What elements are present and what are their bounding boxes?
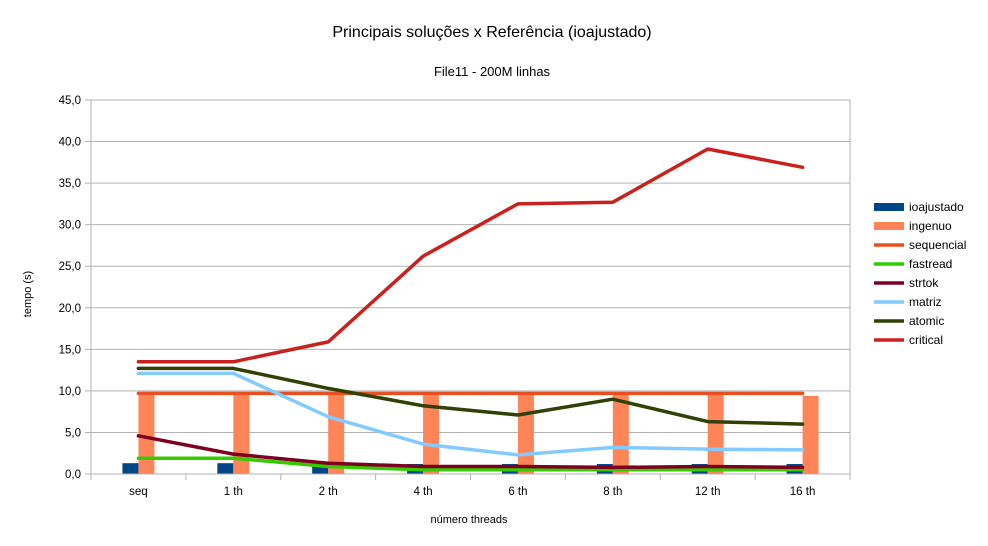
legend-label: fastread [909,257,952,271]
line-atomic [136,366,805,426]
x-tick-label: 1 th [224,486,243,498]
line-strtok [136,434,805,470]
legend-label: sequencial [909,238,966,252]
bar-ioajustado [217,463,234,474]
bar-ingenuo [328,394,345,474]
legend-label: ingenuo [909,219,952,233]
y-tick-label: 10,0 [59,386,81,398]
y-tick-label: 25,0 [59,261,81,273]
bar-series [122,394,819,474]
y-tick-label: 20,0 [59,303,81,315]
bar-ingenuo [802,395,819,474]
legend-label: atomic [909,314,944,328]
legend-swatch-ioajustado [874,203,904,211]
legend-swatch-ingenuo [874,222,904,230]
legend: ioajustado ingenuo sequencial fastread strto… [874,200,966,347]
y-tick-label: 45,0 [59,95,81,107]
bar-ingenuo [138,394,155,474]
y-axis-label: tempo (s) [22,271,34,317]
plot-frame [90,99,851,475]
x-tick-label: 12 th [695,486,721,498]
bar-ingenuo [612,394,629,474]
y-tick-label: 5,0 [65,427,81,439]
axes [90,99,851,475]
y-tick-label: 0,0 [65,469,81,481]
bar-ingenuo [707,394,724,474]
y-tick-labels: 0,0 5,0 10,0 15,0 20,0 25,0 30,0 35,0 40,0 45,0 [59,95,81,481]
line-fastread [136,456,805,472]
bar-ioajustado [122,463,139,474]
y-tick-label: 40,0 [59,137,81,149]
x-tick-label: 8 th [603,486,622,498]
line-matriz [136,371,805,457]
bar-ioajustado [312,464,329,474]
x-axis-label: número threads [430,514,508,526]
bar-ingenuo [423,394,440,474]
y-tick-label: 30,0 [59,220,81,232]
x-tick-labels: seq 1 th 2 th 4 th 6 th 8 th 12 th 16 th [129,486,815,498]
line-critical [136,147,805,364]
legend-label: ioajustado [909,200,964,214]
x-tick-label: 16 th [790,486,816,498]
x-tick-label: 4 th [413,486,432,498]
line-series [136,147,805,472]
bar-ingenuo [517,394,534,474]
chart-title: Principais soluções x Referência (ioajus… [332,24,651,41]
x-tick-label: 2 th [319,486,338,498]
chart-subtitle: File11 - 200M linhas [434,64,551,79]
y-tick-label: 15,0 [59,344,81,356]
legend-label: strtok [909,276,939,290]
x-tick-label: seq [129,486,148,498]
bar-ingenuo [233,394,250,474]
legend-label: critical [909,333,943,347]
legend-label: matriz [909,295,942,309]
x-tick-label: 6 th [508,486,527,498]
y-tick-label: 35,0 [59,178,81,190]
